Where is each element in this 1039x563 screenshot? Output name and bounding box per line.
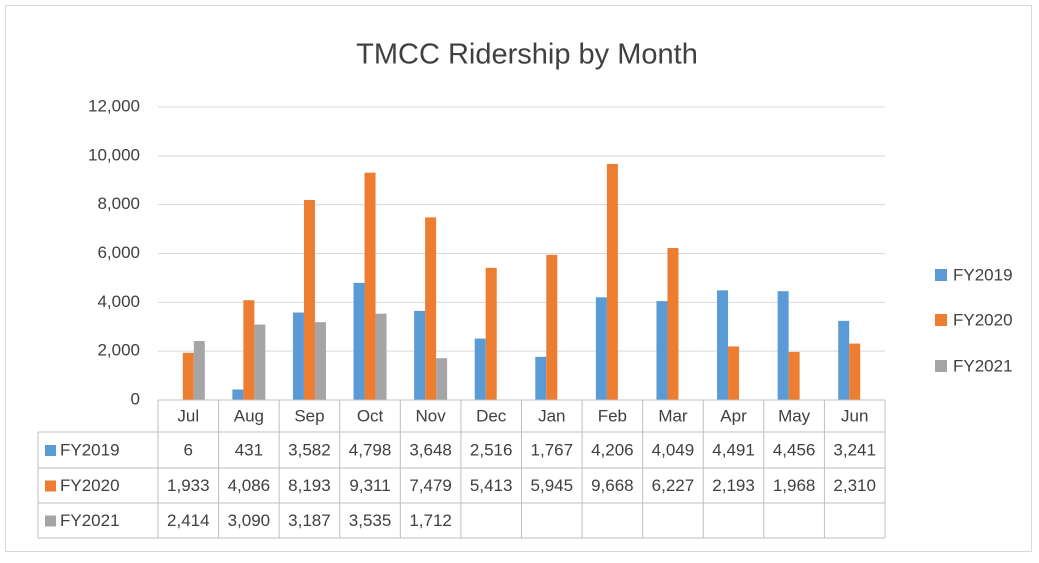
bar: [475, 339, 486, 400]
table-value: 8,193: [288, 476, 331, 495]
table-value: 6: [184, 440, 193, 459]
legend-label: FY2020: [953, 310, 1013, 329]
bar: [194, 341, 205, 400]
table-legend-key: [45, 445, 56, 456]
bar: [596, 297, 607, 400]
y-tick-label: 4,000: [97, 292, 140, 311]
legend-key: [935, 314, 947, 326]
table-value: 4,086: [228, 476, 271, 495]
table-value: 4,049: [652, 440, 695, 459]
table-value: 3,582: [288, 440, 331, 459]
bar: [376, 314, 387, 400]
legend-label: FY2019: [953, 265, 1013, 284]
x-tick-label: Jun: [841, 406, 868, 425]
table-value: 4,491: [712, 440, 755, 459]
bar: [293, 313, 304, 400]
bar: [717, 290, 728, 400]
table-legend-key: [45, 481, 56, 492]
x-tick-label: Mar: [658, 406, 688, 425]
table-value: 6,227: [652, 476, 695, 495]
bar: [486, 268, 497, 400]
x-tick-label: Jul: [177, 406, 199, 425]
bar: [789, 352, 800, 400]
bar: [849, 344, 860, 400]
legend-key: [935, 360, 947, 372]
bar: [425, 217, 436, 400]
bar: [365, 173, 376, 400]
table-value: 3,648: [409, 440, 452, 459]
table-value: 3,187: [288, 511, 331, 530]
table-value: 4,456: [773, 440, 816, 459]
y-tick-label: 0: [131, 389, 140, 408]
table-value: 4,798: [349, 440, 392, 459]
table-value: 1,968: [773, 476, 816, 495]
bar: [535, 357, 546, 400]
y-tick-label: 10,000: [88, 145, 140, 164]
table-value: 7,479: [409, 476, 452, 495]
table-value: 1,712: [409, 511, 452, 530]
bar: [436, 358, 447, 400]
x-tick-label: Dec: [476, 406, 507, 425]
x-tick-label: Feb: [598, 406, 627, 425]
y-tick-label: 8,000: [97, 194, 140, 213]
y-tick-label: 6,000: [97, 243, 140, 262]
bar: [546, 255, 557, 400]
table-value: 9,668: [591, 476, 634, 495]
table-legend-key: [45, 516, 56, 527]
bar: [667, 248, 678, 400]
bar: [778, 291, 789, 400]
legend-key: [935, 269, 947, 281]
table-value: 5,413: [470, 476, 513, 495]
bar: [183, 353, 194, 400]
bar: [838, 321, 849, 400]
bar: [728, 346, 739, 400]
x-tick-label: Nov: [416, 406, 447, 425]
table-value: 9,311: [349, 476, 390, 495]
bar: [315, 322, 326, 400]
table-value: 3,090: [228, 511, 271, 530]
bar: [414, 311, 425, 400]
table-value: 4,206: [591, 440, 634, 459]
legend-label: FY2021: [953, 356, 1013, 375]
y-tick-label: 12,000: [88, 96, 140, 115]
x-tick-label: May: [778, 406, 811, 425]
x-tick-label: Apr: [720, 406, 747, 425]
table-value: 431: [235, 440, 263, 459]
bar: [656, 301, 667, 400]
bar: [304, 200, 315, 400]
x-tick-label: Oct: [357, 406, 384, 425]
table-series-name: FY2020: [60, 476, 120, 495]
table-value: 1,933: [167, 476, 210, 495]
table-value: 2,310: [833, 476, 876, 495]
table-value: 3,241: [833, 440, 876, 459]
x-tick-label: Aug: [234, 406, 264, 425]
bar: [354, 283, 365, 400]
table-series-name: FY2019: [60, 440, 120, 459]
bar: [254, 325, 265, 400]
chart-border: [6, 6, 1032, 552]
chart-title: TMCC Ridership by Month: [356, 39, 698, 71]
bar: [607, 164, 618, 400]
table-value: 5,945: [531, 476, 574, 495]
bar: [232, 389, 243, 400]
table-value: 2,516: [470, 440, 513, 459]
y-tick-label: 2,000: [97, 341, 140, 360]
table-value: 2,414: [167, 511, 210, 530]
table-value: 3,535: [349, 511, 392, 530]
bar: [243, 300, 254, 400]
x-tick-label: Jan: [538, 406, 565, 425]
table-value: 1,767: [531, 440, 574, 459]
table-value: 2,193: [712, 476, 755, 495]
x-tick-label: Sep: [294, 406, 324, 425]
table-series-name: FY2021: [60, 511, 120, 530]
